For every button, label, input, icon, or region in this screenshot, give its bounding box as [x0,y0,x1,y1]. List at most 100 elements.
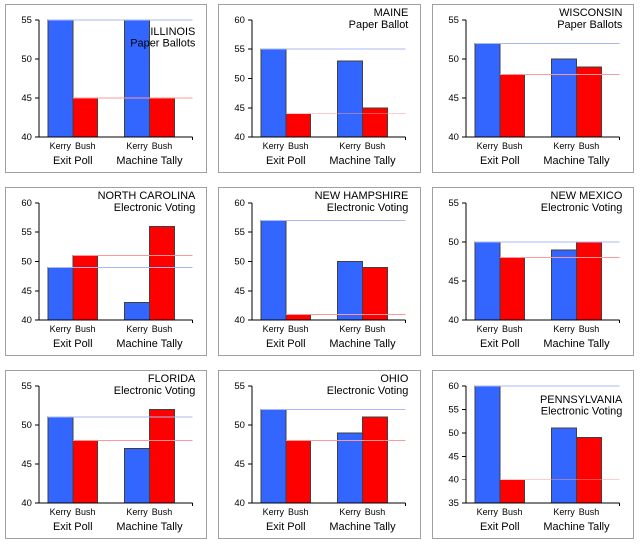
bar-kerry-machine-tally [337,261,364,321]
bar-bush-machine-tally [149,225,175,321]
chart-title-state: WISCONSIN [559,7,622,19]
candidate-label: Bush [75,141,95,151]
chart-panel-ohio: 40 45 50 55 Kerry Bush Exit Poll Kerry Bush Machi… [218,370,421,539]
group-label: Exit Poll [480,338,520,350]
group-label: Exit Poll [53,521,93,533]
group-label: Machine Tally [330,155,397,167]
chart-title-method: Electronic Voting [327,385,409,397]
candidate-label: Kerry [126,324,148,334]
bar-kerry-machine-tally [337,432,364,504]
chart-title-state: OHIO [381,373,409,385]
bar-bush-machine-tally [575,241,602,321]
candidate-label: Kerry [476,507,498,517]
chart-panel-wisconsin: 40 45 50 55 Kerry Bush Exit Poll Kerry Bush Machi… [431,4,634,173]
bar-bush-machine-tally [362,416,389,504]
candidate-label: Kerry [553,507,575,517]
chart-panel-maine: 40 45 50 55 60 Kerry Bush Exit Poll Kerry Bush Mac… [218,4,421,173]
group-label: Exit Poll [480,521,520,533]
bar-kerry-exit-poll [47,416,74,504]
candidate-label: Bush [502,507,522,517]
candidate-label: Kerry [553,324,575,334]
candidate-label: Kerry [263,141,285,151]
candidate-label: Bush [75,324,95,334]
group-label: Exit Poll [266,521,306,533]
bar-kerry-exit-poll [260,48,287,138]
bar-kerry-exit-poll [474,385,500,504]
bar-bush-exit-poll [285,440,312,504]
y-tick-label: 55 [21,227,32,238]
candidate-label: Kerry [126,141,148,151]
y-tick-label: 50 [448,237,459,248]
y-tick-label: 55 [21,381,32,392]
chart-panel-new-hampshire: 40 45 50 55 60 Kerry Bush Exit Poll Kerry Bush Mac… [218,187,421,356]
candidate-label: Kerry [553,141,575,151]
candidate-label: Kerry [50,507,72,517]
y-tick-label: 40 [235,498,246,509]
candidate-label: Kerry [50,324,72,334]
y-tick-label: 60 [235,198,246,209]
bar-kerry-machine-tally [550,427,577,504]
bar-bush-machine-tally [149,408,175,504]
y-tick-label: 60 [235,15,246,26]
candidate-label: Bush [578,324,598,334]
candidate-label: Bush [75,507,95,517]
chart-title-state: PENNSYLVANIA [540,394,623,406]
chart-title-state: ILLINOIS [150,26,195,38]
chart-panel-illinois: 40 45 50 55 Kerry Bush Exit Poll Kerry Bush Machi… [5,4,208,173]
y-tick-label: 60 [21,198,32,209]
y-tick-label: 45 [21,459,32,470]
chart-title-method: Electronic Voting [540,202,622,214]
y-tick-label: 55 [235,44,246,55]
bar-kerry-machine-tally [124,447,151,504]
bar-bush-exit-poll [498,479,525,504]
candidate-label: Bush [502,141,522,151]
y-tick-label: 50 [235,420,246,431]
chart-title-state: NEW HAMPSHIRE [315,190,409,202]
candidate-label: Kerry [263,507,285,517]
y-tick-label: 45 [235,103,246,114]
candidate-label: Kerry [340,324,362,334]
candidate-label: Bush [365,507,385,517]
group-label: Exit Poll [266,155,306,167]
bar-kerry-exit-poll [47,266,74,321]
y-tick-label: 55 [21,15,32,26]
bar-bush-machine-tally [362,107,389,138]
candidate-label: Bush [288,141,308,151]
y-tick-label: 55 [448,198,459,209]
bar-kerry-exit-poll [474,241,500,321]
group-label: Exit Poll [480,155,520,167]
chart-title-method: Paper Ballots [130,38,196,50]
y-tick-label: 55 [235,381,246,392]
bar-kerry-exit-poll [260,408,287,504]
y-tick-label: 50 [448,54,459,65]
y-tick-label: 40 [235,315,246,326]
y-tick-label: 45 [448,451,459,462]
bar-bush-machine-tally [362,266,389,321]
y-tick-label: 45 [235,286,246,297]
candidate-label: Bush [152,141,172,151]
group-label: Machine Tally [116,155,183,167]
y-tick-label: 50 [21,54,32,65]
candidate-label: Bush [152,507,172,517]
chart-title-method: Electronic Voting [114,385,196,397]
candidate-label: Bush [288,324,308,334]
y-tick-label: 45 [448,276,459,287]
y-tick-label: 35 [448,498,459,509]
candidate-label: Kerry [476,141,498,151]
y-tick-label: 45 [21,286,32,297]
group-label: Exit Poll [53,338,93,350]
y-tick-label: 55 [235,227,246,238]
y-tick-label: 50 [448,428,459,439]
candidate-label: Bush [365,141,385,151]
bar-bush-machine-tally [575,66,602,138]
group-label: Machine Tally [543,338,610,350]
bar-kerry-exit-poll [474,42,500,138]
candidate-label: Bush [365,324,385,334]
y-tick-label: 40 [448,475,459,486]
